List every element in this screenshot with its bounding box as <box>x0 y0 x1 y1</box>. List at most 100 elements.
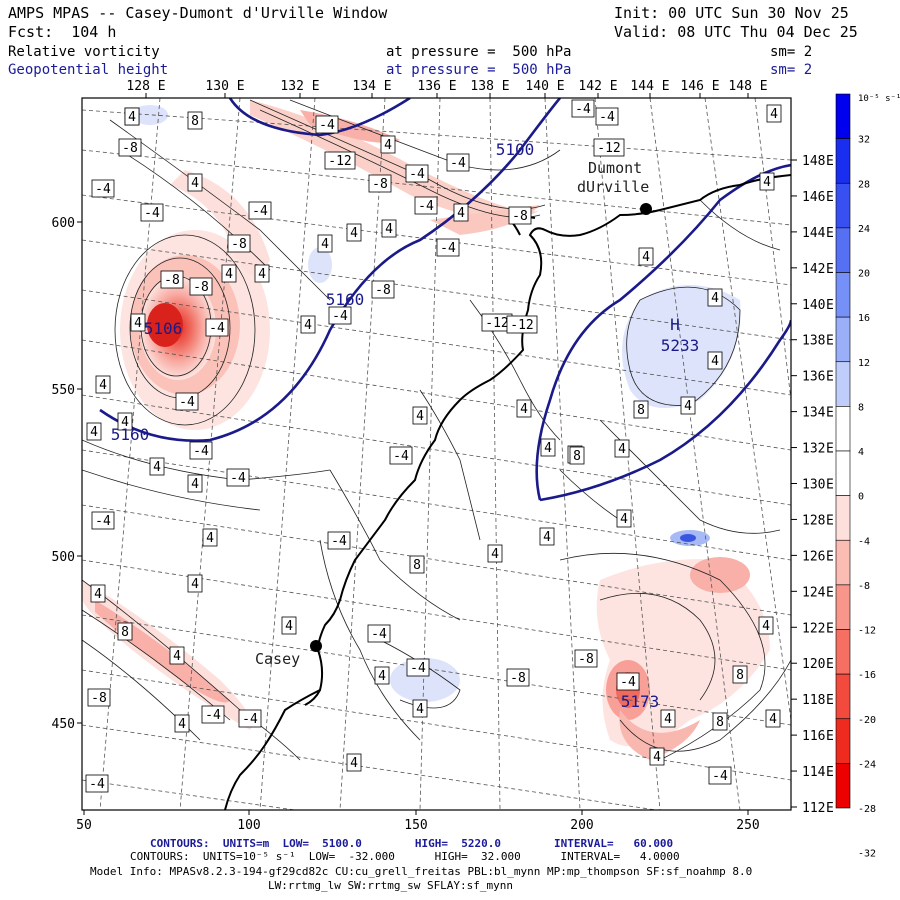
colorbar-label: 4 <box>858 447 864 458</box>
contour-label: 8 <box>637 403 645 418</box>
contour-label: 4 <box>711 291 719 306</box>
lat-suffix: E <box>826 190 834 205</box>
colorbar-segment <box>835 182 851 229</box>
low-center-b-value: 5173 <box>621 692 660 711</box>
contour-label: -4 <box>418 199 434 214</box>
colorbar-label: -4 <box>858 536 870 547</box>
contour-label: -8 <box>512 209 528 224</box>
field2-level: at pressure = 500 hPa <box>386 62 572 78</box>
colorbar-segment <box>835 361 851 407</box>
colorbar-label: 0 <box>858 492 864 503</box>
colorbar-label: 20 <box>858 269 870 280</box>
contour-label-box <box>238 709 262 728</box>
colorbar-segment <box>835 406 851 452</box>
contour-label-box <box>346 223 362 242</box>
lon-label: 132 E <box>280 79 319 94</box>
lat-suffix: E <box>826 729 834 744</box>
colorbar-label: 8 <box>858 402 864 413</box>
valid-time: Valid: 08 UTC Thu 04 Dec 25 <box>614 23 858 41</box>
contour-label: 4 <box>378 669 386 684</box>
colorbar-segment <box>835 450 851 496</box>
y-tick-label: 600 <box>52 216 75 231</box>
contour-label: -4 <box>230 471 246 486</box>
height-label-5160-b: 5160 <box>111 425 150 444</box>
contour-label-box <box>649 747 665 766</box>
contour-label-box <box>571 99 595 118</box>
lon-label: 148 E <box>728 79 767 94</box>
contour-label: 4 <box>191 176 199 191</box>
colorbar: 10⁻⁵ s⁻¹ 32 28 24 20 16 12 8 4 0 -4 -8 -12 -16 -20 -24 -… <box>835 93 900 860</box>
contour-label: 4 <box>491 547 499 562</box>
contour-label-box <box>412 406 428 425</box>
lon-label: 146 E <box>680 79 719 94</box>
x-tick-label: 200 <box>570 818 593 833</box>
contour-label-box <box>149 457 165 476</box>
colorbar-label: -16 <box>858 670 876 681</box>
lat-suffix: E <box>826 585 834 600</box>
colorbar-segment <box>835 539 851 586</box>
colorbar-segment <box>835 272 851 318</box>
lat-suffix: E <box>826 478 834 493</box>
colorbar-segment <box>835 93 851 139</box>
contour-label: 4 <box>99 378 107 393</box>
lat-label: 120 <box>802 657 825 672</box>
colorbar-label: 12 <box>858 358 870 369</box>
contour-label-box <box>506 315 538 334</box>
lon-label: 142 E <box>578 79 617 94</box>
contour-label: 4 <box>618 442 626 457</box>
contour-label: 4 <box>191 477 199 492</box>
contour-label-box <box>409 555 425 574</box>
contour-label-box <box>707 351 723 370</box>
lat-label: 112 <box>802 801 825 816</box>
contour-label-box <box>712 712 728 731</box>
lat-suffix: E <box>826 226 834 241</box>
colorbar-label: 28 <box>858 179 870 190</box>
lat-label: 142 <box>802 262 825 277</box>
contour-label-box <box>506 668 530 687</box>
contour-label: 4 <box>258 267 266 282</box>
lon-label: 136 E <box>417 79 456 94</box>
contour-label: 8 <box>191 114 199 129</box>
colorbar-label: -32 <box>858 849 876 860</box>
contour-label: -12 <box>597 141 620 156</box>
contour-label-box <box>189 277 213 296</box>
contour-label: -8 <box>578 652 594 667</box>
field2-name: Geopotential height <box>8 62 169 78</box>
contour-label: -4 <box>95 182 111 197</box>
contour-label: 4 <box>763 175 771 190</box>
contour-label: -4 <box>193 444 209 459</box>
colorbar-label: -20 <box>858 715 876 726</box>
contour-label: 4 <box>520 402 528 417</box>
contour-label: 4 <box>225 267 233 282</box>
colorbar-label: 32 <box>858 135 870 146</box>
contour-label: -4 <box>575 102 591 117</box>
contour-label: 4 <box>684 399 692 414</box>
lon-label: 144 E <box>630 79 669 94</box>
contour-label-box <box>187 111 203 130</box>
contour-label-box <box>367 624 391 643</box>
contour-label: -4 <box>620 675 636 690</box>
forecast-hour: Fcst: 104 h <box>8 23 117 41</box>
contour-label: -4 <box>371 627 387 642</box>
contour-label-box <box>254 264 270 283</box>
contour-label-box <box>381 219 397 238</box>
contour-label-box <box>187 474 203 493</box>
colorbar-segment <box>835 673 851 720</box>
contour-label: -12 <box>328 154 351 169</box>
contour-label: -4 <box>712 769 728 784</box>
contour-label: 8 <box>573 449 581 464</box>
contour-label: 4 <box>416 702 424 717</box>
contour-label-box <box>732 665 748 684</box>
contour-label-box <box>616 509 632 528</box>
colorbar-label: -12 <box>858 626 876 637</box>
low-center-a-value: 5106 <box>144 319 183 338</box>
contour-label: -8 <box>91 691 107 706</box>
x-tick-label: 150 <box>404 818 427 833</box>
x-tick-labels: 50 100 150 200 250 <box>76 810 760 833</box>
contour-label: 4 <box>544 441 552 456</box>
contour-label-box <box>765 709 781 728</box>
lon-label: 128 E <box>126 79 165 94</box>
contour-label: -4 <box>331 534 347 549</box>
contour-label: -4 <box>440 241 456 256</box>
contour-label-box <box>569 446 585 465</box>
